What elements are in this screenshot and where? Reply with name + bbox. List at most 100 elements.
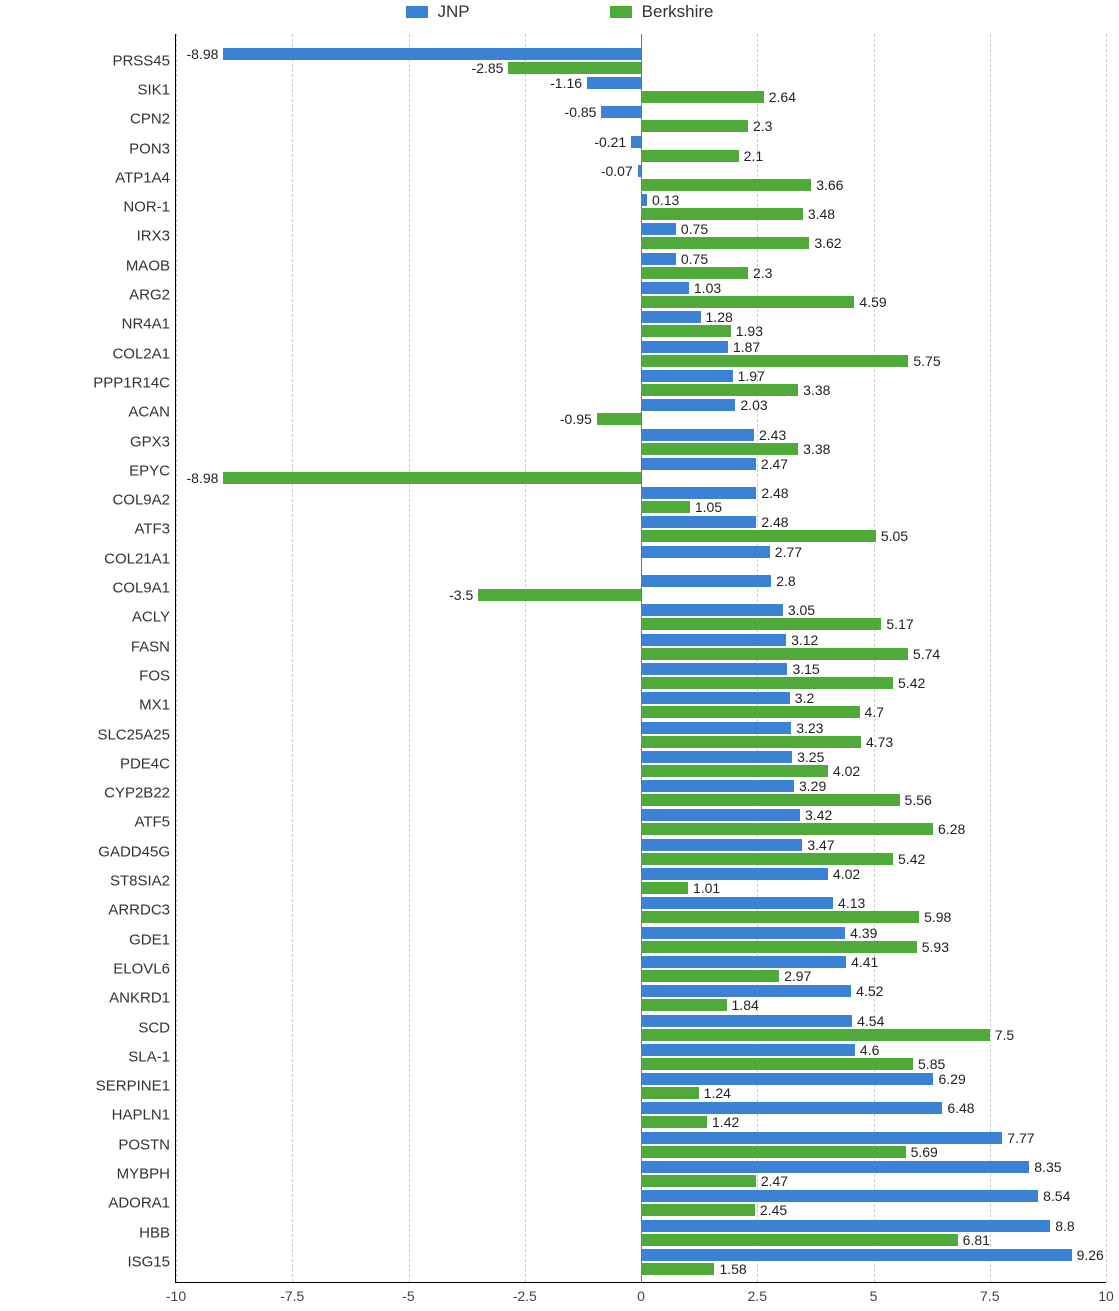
bar-berkshire	[641, 150, 739, 162]
bar-value-label: 3.38	[803, 382, 830, 398]
bar-jnp	[641, 927, 845, 939]
bar-value-label: 5.85	[918, 1056, 945, 1072]
bar-value-label: 3.12	[791, 632, 818, 648]
bar-jnp	[641, 1044, 855, 1056]
bar-value-label: -8.98	[187, 46, 219, 62]
bar-berkshire	[641, 765, 828, 777]
bar-jnp	[641, 634, 786, 646]
gridline	[990, 34, 991, 1282]
bar-value-label: 0.75	[681, 221, 708, 237]
category-label: SCD	[138, 1019, 176, 1036]
bar-value-label: 1.24	[704, 1085, 731, 1101]
bar-berkshire	[641, 91, 764, 103]
bar-value-label: 3.2	[795, 690, 814, 706]
bar-value-label: 5.56	[905, 792, 932, 808]
legend-item-jnp: JNP	[406, 2, 470, 22]
bar-berkshire	[641, 1175, 756, 1187]
chart-container: JNP Berkshire -10-7.5-5-2.502.557.510PRS…	[0, 0, 1119, 1311]
bar-value-label: -0.85	[565, 104, 597, 120]
bar-berkshire	[641, 1029, 990, 1041]
bar-jnp	[641, 956, 846, 968]
legend-item-berkshire: Berkshire	[610, 2, 714, 22]
bar-berkshire	[641, 941, 917, 953]
plot-area: -10-7.5-5-2.502.557.510PRSS45-8.98-2.85S…	[175, 34, 1106, 1283]
bar-jnp	[641, 223, 676, 235]
category-label: POSTN	[118, 1136, 176, 1153]
gridline	[525, 34, 526, 1282]
bar-jnp	[641, 399, 735, 411]
legend-label-berkshire: Berkshire	[642, 2, 714, 22]
category-label: HAPLN1	[112, 1107, 176, 1124]
bar-value-label: 3.29	[799, 778, 826, 794]
bar-berkshire	[641, 1116, 707, 1128]
bar-jnp	[641, 370, 733, 382]
bar-berkshire	[478, 589, 641, 601]
category-label: ELOVL6	[113, 960, 176, 977]
bar-berkshire	[641, 179, 811, 191]
category-label: COL9A1	[112, 580, 176, 597]
gridline	[409, 34, 410, 1282]
bar-value-label: -1.16	[550, 75, 582, 91]
category-label: PDE4C	[120, 755, 176, 772]
bar-value-label: 1.03	[694, 280, 721, 296]
bar-value-label: -0.21	[594, 134, 626, 150]
bar-value-label: 8.35	[1034, 1159, 1061, 1175]
bar-jnp	[641, 458, 756, 470]
bar-value-label: 7.77	[1007, 1130, 1034, 1146]
bar-value-label: 1.84	[732, 997, 759, 1013]
category-label: HBB	[139, 1224, 176, 1241]
bar-jnp	[641, 341, 728, 353]
category-label: SLA-1	[128, 1048, 176, 1065]
category-label: MAOB	[126, 257, 176, 274]
bar-jnp	[601, 106, 641, 118]
bar-value-label: 0.75	[681, 251, 708, 267]
legend-label-jnp: JNP	[438, 2, 470, 22]
bar-value-label: 4.13	[838, 895, 865, 911]
bar-value-label: 2.8	[776, 573, 795, 589]
bar-value-label: 2.45	[760, 1202, 787, 1218]
category-label: ARRDC3	[108, 902, 176, 919]
legend-swatch-berkshire	[610, 6, 632, 18]
x-tick-label: 5	[870, 1288, 878, 1304]
bar-value-label: 3.48	[808, 206, 835, 222]
bar-berkshire	[641, 999, 727, 1011]
bar-berkshire	[641, 823, 933, 835]
bar-berkshire	[641, 882, 688, 894]
bar-value-label: 5.93	[922, 939, 949, 955]
bar-jnp	[641, 868, 828, 880]
bar-value-label: 2.48	[761, 514, 788, 530]
category-label: ACLY	[132, 609, 176, 626]
bar-value-label: -2.85	[472, 60, 504, 76]
category-label: SIK1	[137, 81, 176, 98]
bar-value-label: 5.17	[886, 616, 913, 632]
bar-value-label: 5.69	[911, 1144, 938, 1160]
bar-jnp	[641, 692, 790, 704]
bar-jnp	[641, 663, 787, 675]
bar-jnp	[641, 311, 701, 323]
gridline	[1106, 34, 1107, 1282]
bar-value-label: -0.95	[560, 411, 592, 427]
bar-value-label: 0.13	[652, 192, 679, 208]
bar-jnp	[641, 282, 689, 294]
bar-berkshire	[641, 296, 854, 308]
bar-berkshire	[641, 1234, 958, 1246]
bar-berkshire	[641, 501, 690, 513]
bar-value-label: 5.74	[913, 646, 940, 662]
bar-value-label: -8.98	[187, 470, 219, 486]
bar-berkshire	[641, 208, 803, 220]
bar-value-label: 4.41	[851, 954, 878, 970]
bar-jnp	[641, 897, 833, 909]
bar-value-label: 2.64	[769, 89, 796, 105]
bar-value-label: -0.07	[601, 163, 633, 179]
bar-berkshire	[641, 706, 860, 718]
bar-jnp	[641, 1220, 1050, 1232]
bar-jnp	[641, 1190, 1038, 1202]
bar-berkshire	[641, 325, 731, 337]
bar-value-label: 3.38	[803, 441, 830, 457]
bar-jnp	[641, 1161, 1029, 1173]
bar-jnp	[641, 429, 754, 441]
bar-jnp	[641, 809, 800, 821]
category-label: FASN	[131, 638, 176, 655]
bar-value-label: 1.42	[712, 1114, 739, 1130]
bar-value-label: 3.05	[788, 602, 815, 618]
